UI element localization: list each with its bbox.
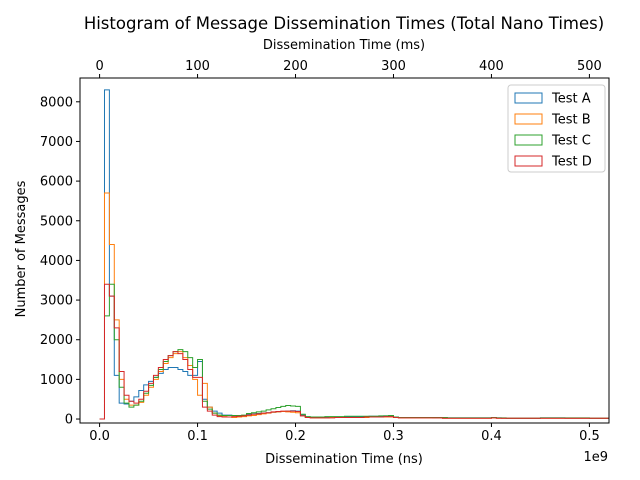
y-tick-label: 6000 [40, 175, 73, 190]
y-tick-label: 0 [65, 413, 73, 428]
secondary-x-tick-label: 100 [185, 59, 210, 74]
legend: Test A Test B Test C Test D [507, 84, 606, 173]
x-tick-label: 0.3 [383, 429, 404, 444]
legend-label: Test C [551, 134, 591, 149]
series-test-d-outline [99, 283, 609, 420]
y-axis-title: Number of Messages [14, 180, 29, 317]
legend-swatch [514, 155, 543, 167]
legend-swatch [514, 92, 543, 104]
plot-frame [79, 77, 610, 424]
secondary-x-axis: 0 100 200 300 400 500 [95, 59, 602, 78]
y-tick-label: 7000 [40, 135, 73, 150]
legend-box [507, 84, 606, 173]
legend-label: Test D [551, 155, 592, 170]
secondary-x-tick-label: 200 [283, 59, 308, 74]
x-tick-label: 0.0 [89, 429, 110, 444]
legend-swatch [514, 113, 543, 125]
y-tick-label: 2000 [40, 333, 73, 348]
plot-area [79, 77, 610, 424]
secondary-x-axis-title: Dissemination Time (ms) [263, 38, 425, 53]
x-axis-title: Dissemination Time (ns) [265, 452, 423, 467]
y-tick-label: 4000 [40, 254, 73, 269]
legend-swatch [514, 134, 543, 146]
chart-title: Histogram of Message Dissemination Times… [84, 14, 604, 33]
secondary-x-tick-label: 0 [95, 59, 103, 74]
series-layer [99, 89, 609, 420]
y-tick-label: 5000 [40, 214, 73, 229]
y-tick-label: 8000 [40, 95, 73, 110]
secondary-x-tick-label: 300 [381, 59, 406, 74]
legend-label: Test B [551, 113, 591, 128]
series-test-b-outline [99, 192, 609, 420]
x-tick-label: 0.2 [285, 429, 306, 444]
y-tick-label: 1000 [40, 373, 73, 388]
x-tick-label: 0.4 [481, 429, 502, 444]
y-tick-label: 3000 [40, 294, 73, 309]
secondary-x-tick-label: 500 [577, 59, 602, 74]
x-axis-offset-label: 1e9 [583, 450, 608, 465]
legend-label: Test A [551, 92, 591, 107]
x-tick-label: 0.1 [187, 429, 208, 444]
x-axis: 0.0 0.1 0.2 0.3 0.4 0.5 [89, 423, 600, 444]
x-tick-label: 0.5 [579, 429, 600, 444]
y-axis: 0 1000 2000 3000 4000 5000 6000 7000 8000 [40, 95, 80, 428]
secondary-x-tick-label: 400 [479, 59, 504, 74]
